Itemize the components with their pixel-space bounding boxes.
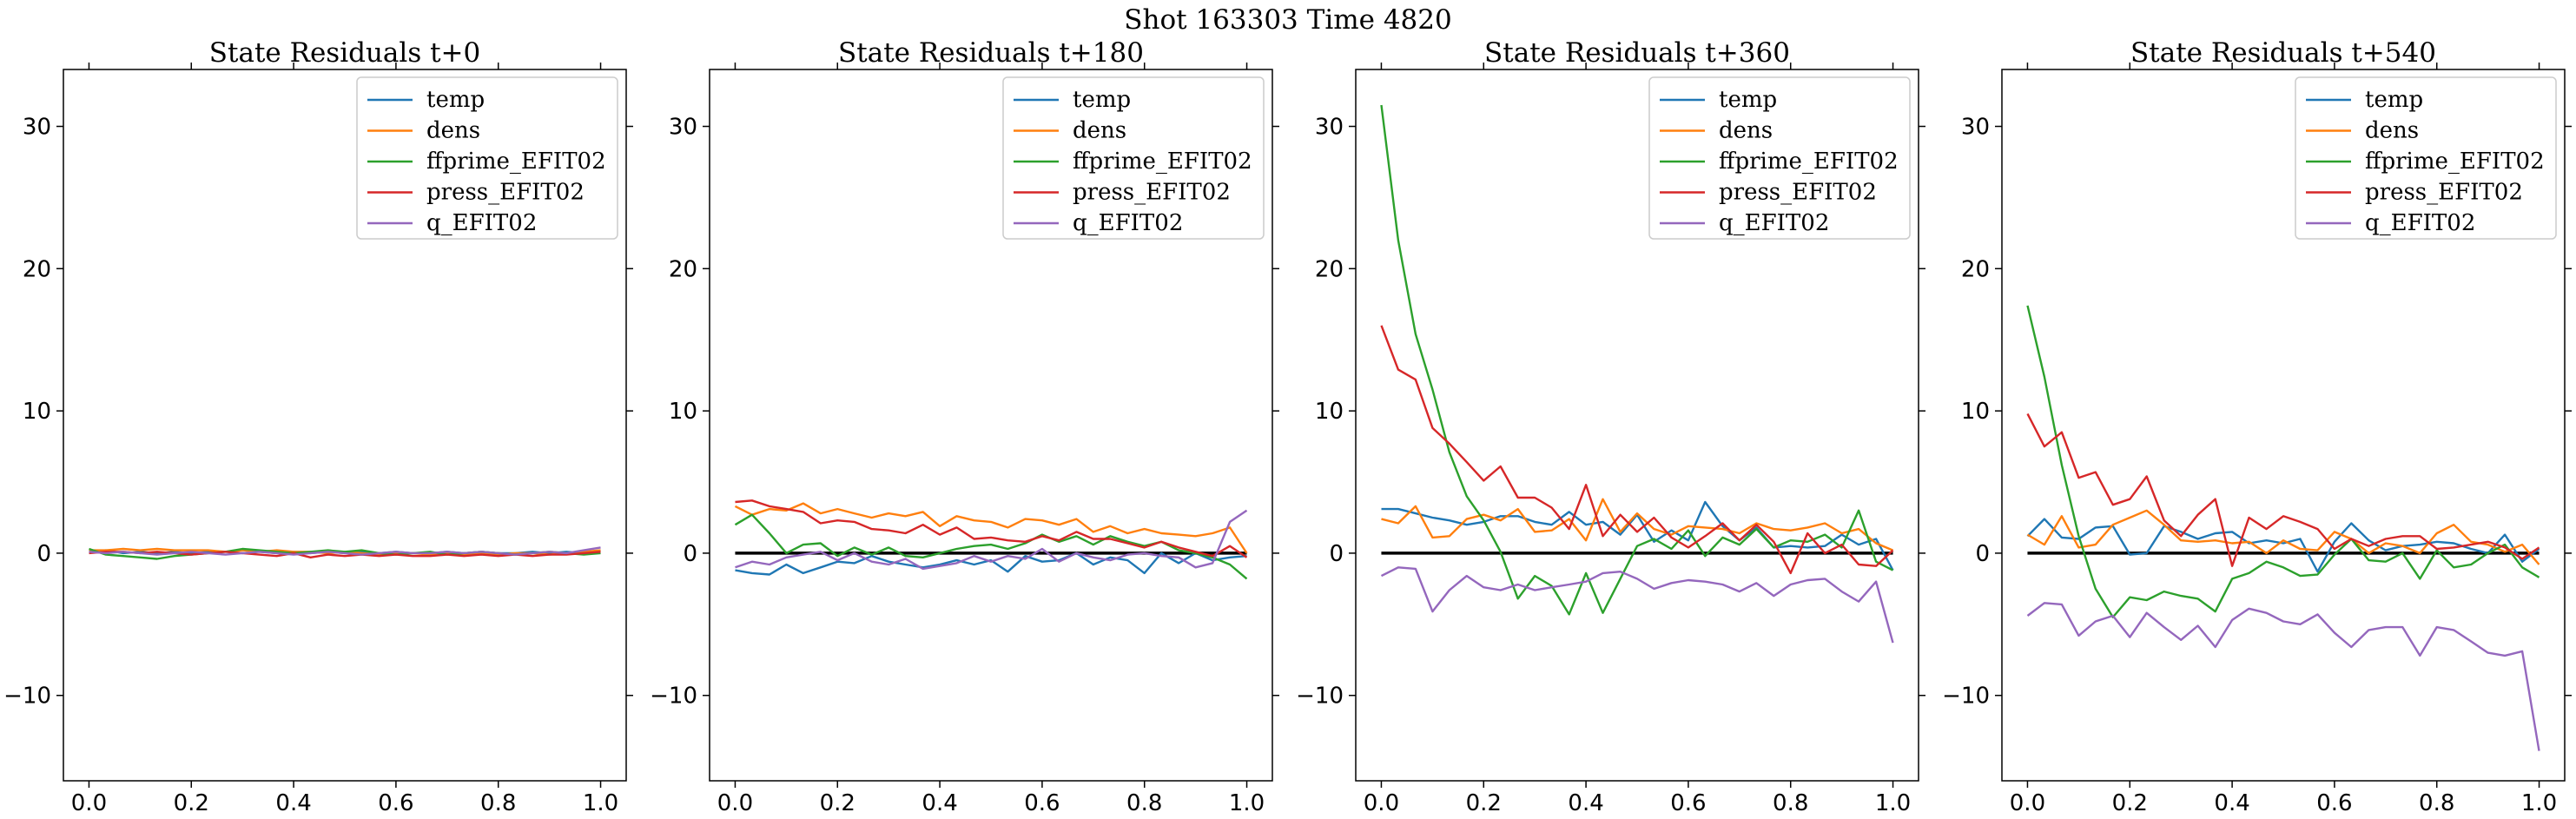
legend: temp dens ffprime_EFIT02 press_EFIT02 q_EFIT… bbox=[1002, 76, 1265, 240]
y-tick-label: 10 bbox=[669, 399, 697, 425]
axes-frame bbox=[63, 69, 627, 782]
legend-label: q_EFIT02 bbox=[1719, 210, 1829, 236]
x-tick-label: 0.6 bbox=[1670, 790, 1706, 816]
legend-label: dens bbox=[1073, 118, 1126, 144]
panel-3: State Residuals t+540 0.0 0.2 0.4 0.6 0.8 1.0 −… bbox=[1942, 37, 2572, 816]
y-tick-label: 10 bbox=[23, 399, 51, 425]
figure-suptitle: Shot 163303 Time 4820 bbox=[1124, 4, 1451, 36]
series-line-ffprime-efit02 bbox=[1380, 104, 1894, 616]
y-tick-label: −10 bbox=[3, 684, 51, 710]
legend-box bbox=[1002, 76, 1265, 240]
axes-frame bbox=[709, 69, 1273, 782]
y-tick-label: 20 bbox=[1315, 256, 1344, 282]
series-line-q-efit02 bbox=[89, 546, 601, 556]
panel-0: State Residuals t+0 0.0 0.2 0.4 0.6 0.8 1.0 −10… bbox=[3, 37, 633, 816]
series-line-dens bbox=[2026, 509, 2540, 565]
series-line-press-efit02 bbox=[1380, 325, 1894, 575]
x-tick-label: 0.4 bbox=[1568, 790, 1603, 816]
series-line-press-efit02 bbox=[735, 499, 1248, 558]
legend: temp dens ffprime_EFIT02 press_EFIT02 q_EFIT… bbox=[2295, 76, 2557, 240]
y-tick-label: 20 bbox=[669, 256, 697, 282]
series-line-dens bbox=[1381, 498, 1893, 552]
x-tick-label: 1.0 bbox=[2521, 790, 2557, 816]
series-line-q-efit02 bbox=[735, 509, 1248, 571]
y-tick-label: 20 bbox=[23, 256, 51, 282]
x-tick-label: 0.2 bbox=[174, 790, 209, 816]
y-tick-label: 20 bbox=[1961, 256, 1990, 282]
legend: temp dens ffprime_EFIT02 press_EFIT02 q_EFIT… bbox=[356, 76, 618, 240]
x-tick-label: 0.8 bbox=[480, 790, 516, 816]
x-tick-label: 0.8 bbox=[1126, 790, 1162, 816]
x-tick-label: 0.4 bbox=[275, 790, 311, 816]
legend-label: press_EFIT02 bbox=[1719, 180, 1877, 206]
legend-box bbox=[1648, 76, 1911, 240]
y-tick-label: 0 bbox=[1329, 541, 1344, 567]
axes-frame bbox=[1355, 69, 1919, 782]
series-line-q-efit02 bbox=[2026, 602, 2540, 751]
panel-title: State Residuals t+0 bbox=[209, 37, 480, 69]
y-tick-label: 10 bbox=[1315, 399, 1344, 425]
legend-label: press_EFIT02 bbox=[426, 180, 585, 206]
x-tick-label: 0.4 bbox=[2214, 790, 2249, 816]
panel-title: State Residuals t+360 bbox=[1484, 37, 1790, 69]
legend-box bbox=[2295, 76, 2557, 240]
legend-label: dens bbox=[1719, 118, 1773, 144]
legend-label: temp bbox=[426, 87, 485, 113]
x-tick-label: 0.6 bbox=[378, 790, 413, 816]
legend: temp dens ffprime_EFIT02 press_EFIT02 q_EFIT… bbox=[1648, 76, 1911, 240]
y-tick-label: 0 bbox=[36, 541, 51, 567]
x-tick-label: 0.0 bbox=[71, 790, 107, 816]
y-tick-label: 30 bbox=[23, 115, 51, 141]
x-tick-label: 0.2 bbox=[2112, 790, 2148, 816]
x-tick-label: 0.8 bbox=[1773, 790, 1808, 816]
x-tick-label: 0.2 bbox=[1466, 790, 1502, 816]
panel-2: State Residuals t+360 0.0 0.2 0.4 0.6 0.8 1.0 −… bbox=[1296, 37, 1925, 816]
legend-label: press_EFIT02 bbox=[2365, 180, 2523, 206]
x-tick-label: 0.0 bbox=[1364, 790, 1399, 816]
legend-label: temp bbox=[1073, 87, 1131, 113]
legend-label: dens bbox=[2365, 118, 2419, 144]
legend-label: q_EFIT02 bbox=[426, 210, 537, 236]
series-line-dens bbox=[734, 502, 1248, 554]
y-tick-label: −10 bbox=[1942, 684, 1990, 710]
x-tick-label: 1.0 bbox=[1875, 790, 1911, 816]
y-tick-label: 0 bbox=[683, 541, 697, 567]
axes-frame bbox=[2001, 69, 2566, 782]
legend-label: dens bbox=[426, 118, 480, 144]
legend-label: ffprime_EFIT02 bbox=[426, 149, 606, 175]
x-tick-label: 0.6 bbox=[2316, 790, 2352, 816]
legend-label: q_EFIT02 bbox=[2365, 210, 2475, 236]
x-tick-label: 0.0 bbox=[717, 790, 753, 816]
series-line-temp bbox=[735, 552, 1247, 576]
y-tick-label: −10 bbox=[650, 684, 697, 710]
panel-1: State Residuals t+180 0.0 0.2 0.4 0.6 0.8 1.0 −… bbox=[650, 37, 1279, 816]
legend-label: temp bbox=[1719, 87, 1777, 113]
series-line-q-efit02 bbox=[1380, 566, 1894, 644]
panel-title: State Residuals t+540 bbox=[2130, 37, 2436, 69]
x-tick-label: 0.0 bbox=[2010, 790, 2045, 816]
x-tick-label: 0.6 bbox=[1024, 790, 1060, 816]
y-tick-label: 30 bbox=[669, 115, 697, 141]
series-line-press-efit02 bbox=[2026, 413, 2540, 567]
legend-label: temp bbox=[2365, 87, 2423, 113]
y-tick-label: 30 bbox=[1315, 115, 1344, 141]
panel-title: State Residuals t+180 bbox=[838, 37, 1144, 69]
legend-label: press_EFIT02 bbox=[1073, 180, 1231, 206]
x-tick-label: 1.0 bbox=[1229, 790, 1265, 816]
x-tick-label: 0.8 bbox=[2419, 790, 2454, 816]
x-tick-label: 0.4 bbox=[921, 790, 957, 816]
x-tick-label: 0.2 bbox=[820, 790, 855, 816]
y-tick-label: 10 bbox=[1961, 399, 1990, 425]
y-tick-label: 0 bbox=[1975, 541, 1990, 567]
legend-label: ffprime_EFIT02 bbox=[1073, 149, 1252, 175]
legend-label: ffprime_EFIT02 bbox=[1719, 149, 1899, 175]
legend-label: ffprime_EFIT02 bbox=[2365, 149, 2545, 175]
legend-box bbox=[356, 76, 618, 240]
y-tick-label: −10 bbox=[1296, 684, 1344, 710]
y-tick-label: 30 bbox=[1961, 115, 1990, 141]
legend-label: q_EFIT02 bbox=[1073, 210, 1183, 236]
x-tick-label: 1.0 bbox=[583, 790, 618, 816]
panels: State Residuals t+0 0.0 0.2 0.4 0.6 0.8 1.0 −10… bbox=[3, 37, 2572, 816]
